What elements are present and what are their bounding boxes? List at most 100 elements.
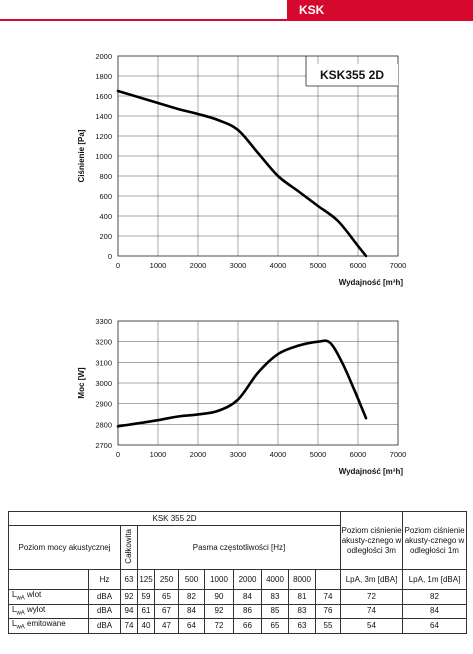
x-tick-label: 3000 [230, 261, 247, 270]
table-row: LwA wlot dBA 92 59 65 82 90 84 83 81 74 72 82 [8, 589, 467, 605]
power-chart: 0 1000 2000 3000 4000 5000 6000 7000 2700 2800 290… [77, 317, 407, 476]
table-row: LwA wylot dBA 94 61 67 84 92 86 85 83 76 74 84 [8, 603, 467, 620]
unit-cell: dBA [88, 589, 121, 605]
blank-cell [8, 569, 89, 590]
x-tick-label: 5000 [310, 261, 327, 270]
value-cell: 40 [137, 618, 155, 634]
value-cell: 84 [233, 589, 262, 605]
value-cell: 90 [204, 589, 234, 605]
band-header: 63 [120, 569, 138, 590]
band-header: 500 [178, 569, 205, 590]
value-cell: 84 [178, 603, 205, 620]
value-cell: 83 [261, 589, 289, 605]
value-cell: 67 [154, 603, 179, 620]
y-tick-label: 2800 [95, 420, 112, 429]
table-model: KSK 355 2D [8, 511, 341, 526]
value-cell: 64 [178, 618, 205, 634]
x-tick-label: 0 [116, 450, 120, 459]
y-tick-label: 3200 [95, 338, 112, 347]
value-cell: 65 [154, 589, 179, 605]
x-tick-label: 0 [116, 261, 120, 270]
value-cell: 63 [288, 618, 316, 634]
value-cell: 82 [178, 589, 205, 605]
y-tick-label: 2000 [95, 52, 112, 61]
x-tick-label: 2000 [190, 261, 207, 270]
y-tick-label: 1000 [95, 152, 112, 161]
y-tick-label: 3300 [95, 317, 112, 326]
y-tick-label: 2700 [95, 441, 112, 450]
value-cell: 59 [137, 589, 155, 605]
band-header: 2000 [233, 569, 262, 590]
lpa-unit: LpA, 3m [dBA] [340, 569, 403, 590]
lpa-unit: LpA, 1m [dBA] [402, 569, 467, 590]
total-header-label: Całkowita [124, 528, 133, 564]
x-tick-label: 2000 [190, 450, 207, 459]
y-axis-label: Moc [W] [77, 367, 86, 398]
x-tick-label: 6000 [350, 450, 367, 459]
row-header: Poziom mocy akustycznej [8, 525, 121, 570]
x-axis-label: Wydajność [m³h] [339, 278, 404, 287]
bands-header: Pasma częstotliwości [Hz] [137, 525, 341, 570]
row-name: LwA emitowane [8, 618, 89, 634]
x-tick-label: 5000 [310, 450, 327, 459]
series-line [116, 89, 368, 258]
y-axis-label: Ciśnienie [Pa] [77, 129, 86, 182]
pressure-chart: 0 1000 2000 3000 4000 5000 6000 7000 0 200 400 600 8… [77, 52, 407, 287]
top-bar: KSK [0, 0, 473, 22]
value-cell: 65 [261, 618, 289, 634]
top-bar-line [0, 19, 473, 21]
x-tick-label: 7000 [390, 450, 407, 459]
x-tick-label: 1000 [150, 450, 167, 459]
value-cell: 74 [315, 589, 341, 605]
value-cell: 84 [402, 603, 467, 620]
value-cell: 66 [233, 618, 262, 634]
x-tick-label: 4000 [270, 450, 287, 459]
band-header: 250 [154, 569, 179, 590]
y-tick-label: 800 [99, 172, 112, 181]
value-cell: 74 [120, 618, 138, 634]
band-header: 8000 [288, 569, 316, 590]
x-tick-label: 1000 [150, 261, 167, 270]
hz-label: Hz [88, 569, 121, 590]
band-header: 125 [137, 569, 155, 590]
lpa1-header: Poziom ciśnienie akusty-cznego w odległo… [402, 511, 467, 570]
y-tick-label: 1200 [95, 132, 112, 141]
brand-tab: KSK [287, 0, 473, 21]
x-tick-label: 4000 [270, 261, 287, 270]
y-tick-label: 2900 [95, 400, 112, 409]
value-cell: 85 [261, 603, 289, 620]
value-cell: 64 [402, 618, 467, 634]
table-row: LwA emitowane dBA 74 40 47 64 72 66 65 63 55 54 64 [8, 618, 467, 634]
y-tick-label: 1800 [95, 72, 112, 81]
unit-cell: dBA [88, 618, 121, 634]
chart-title: KSK355 2D [320, 68, 384, 82]
y-tick-label: 3000 [95, 379, 112, 388]
row-name: LwA wylot [8, 603, 89, 620]
y-tick-label: 3100 [95, 358, 112, 367]
total-header: Całkowita [120, 525, 138, 570]
value-cell: 55 [315, 618, 341, 634]
row-name: LwA wlot [8, 589, 89, 605]
y-tick-label: 1400 [95, 112, 112, 121]
title-box [306, 64, 398, 86]
band-header: 1000 [204, 569, 234, 590]
y-tick-label: 0 [108, 252, 112, 261]
value-cell: 76 [315, 603, 341, 620]
value-cell: 72 [204, 618, 234, 634]
value-cell: 72 [340, 589, 403, 605]
value-cell: 94 [120, 603, 138, 620]
value-cell: 92 [120, 589, 138, 605]
value-cell: 81 [288, 589, 316, 605]
band-header: 4000 [261, 569, 289, 590]
value-cell: 54 [340, 618, 403, 634]
y-tick-label: 600 [99, 192, 112, 201]
y-tick-label: 1600 [95, 92, 112, 101]
value-cell: 86 [233, 603, 262, 620]
series-line [116, 339, 368, 428]
x-tick-label: 7000 [390, 261, 407, 270]
x-axis-label: Wydajność [m³h] [339, 467, 404, 476]
x-tick-label: 6000 [350, 261, 367, 270]
y-tick-label: 400 [99, 212, 112, 221]
value-cell: 61 [137, 603, 155, 620]
noise-table: KSK 355 2D Poziom ciśnienie akusty-czneg… [8, 511, 467, 634]
